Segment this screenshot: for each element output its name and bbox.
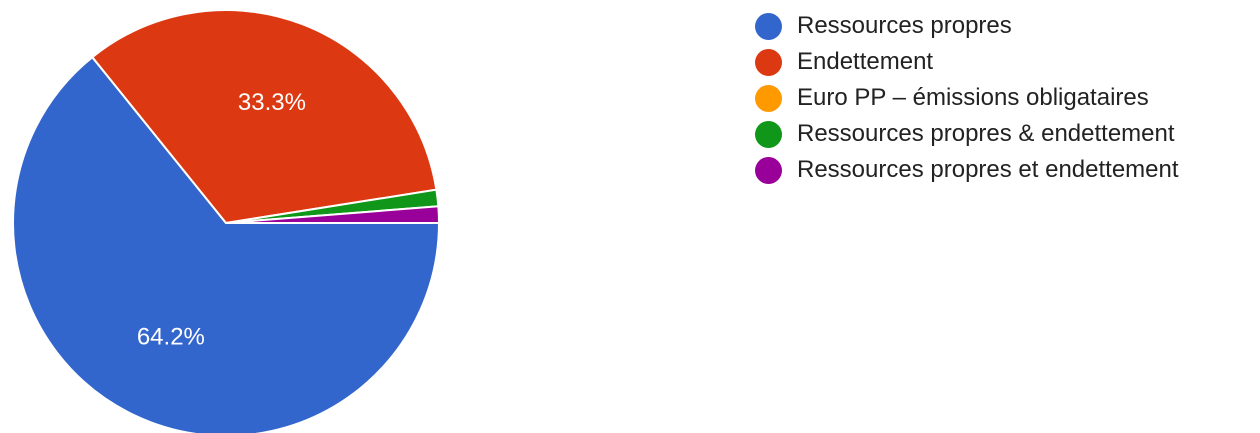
legend-swatch bbox=[755, 120, 782, 148]
pie-slice bbox=[90, 9, 438, 225]
legend-item: Ressources propres & endettement bbox=[755, 116, 1179, 152]
legend-item: Euro PP – émissions obligataires bbox=[755, 80, 1179, 116]
legend-swatch bbox=[755, 12, 782, 40]
slice-percent-label: 33.3% bbox=[238, 89, 306, 116]
legend-label: Ressources propres bbox=[797, 12, 1012, 39]
legend-label: Endettement bbox=[797, 48, 934, 75]
legend-label: Ressources propres et endettement bbox=[797, 156, 1179, 183]
chart-legend: Ressources propres Endettement Euro PP – é… bbox=[755, 8, 1179, 188]
pie-slice-labels: 64.2% 33.3% bbox=[137, 89, 306, 351]
legend-swatch bbox=[755, 84, 782, 112]
pie-slices bbox=[12, 9, 441, 433]
pie-slice bbox=[225, 205, 441, 224]
legend-label: Ressources propres & endettement bbox=[797, 120, 1175, 147]
legend-label: Euro PP – émissions obligataires bbox=[797, 84, 1149, 111]
legend-item: Ressources propres et endettement bbox=[755, 152, 1179, 188]
legend-swatch bbox=[755, 48, 782, 76]
legend-item: Ressources propres bbox=[755, 8, 1179, 44]
pie-slice bbox=[12, 55, 441, 433]
slice-percent-label: 64.2% bbox=[137, 324, 205, 351]
legend-swatch bbox=[755, 156, 782, 184]
legend-item: Endettement bbox=[755, 44, 1179, 80]
